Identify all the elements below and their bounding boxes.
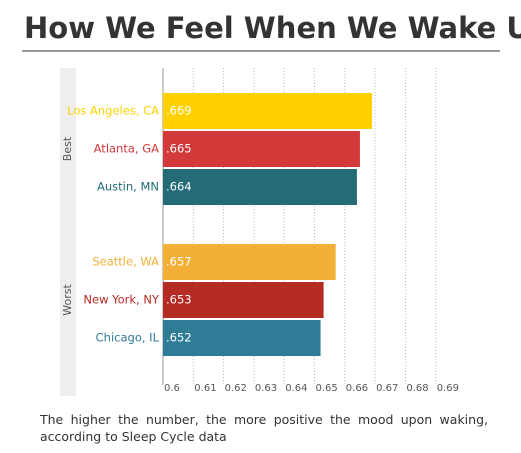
bar <box>163 93 373 129</box>
x-tick-label: 0.6 <box>164 383 180 394</box>
value-label: .657 <box>166 255 192 269</box>
chart-title: How We Feel When We Wake Up <box>24 11 521 45</box>
group-label: Best <box>61 136 74 161</box>
bar <box>163 320 321 356</box>
value-label: .652 <box>166 331 192 345</box>
x-tick-label: 0.61 <box>194 383 216 394</box>
value-label: .653 <box>166 293 192 307</box>
value-label: .665 <box>166 142 192 156</box>
x-tick-label: 0.68 <box>406 383 428 394</box>
x-tick-label: 0.69 <box>437 383 459 394</box>
category-label: Los Angeles, CA <box>67 104 159 118</box>
caption: The higher the number, the more positive… <box>40 412 488 444</box>
category-label: Seattle, WA <box>92 255 159 269</box>
x-tick-label: 0.62 <box>225 383 247 394</box>
group-band <box>60 68 76 396</box>
category-label: Austin, MN <box>97 180 159 194</box>
bar <box>163 131 360 167</box>
bar <box>163 244 336 280</box>
category-label: Atlanta, GA <box>94 142 159 156</box>
x-tick-label: 0.67 <box>376 383 398 394</box>
value-label: .669 <box>166 104 192 118</box>
x-tick-label: 0.64 <box>285 383 307 394</box>
bar <box>163 282 324 318</box>
x-tick-label: 0.66 <box>346 383 368 394</box>
bar <box>163 169 357 205</box>
x-tick-label: 0.63 <box>255 383 277 394</box>
group-label: Worst <box>61 284 74 316</box>
category-label: Chicago, IL <box>96 331 160 345</box>
value-label: .664 <box>166 180 192 194</box>
category-label: New York, NY <box>83 293 160 307</box>
chart: How We Feel When We Wake Up 0.6 0.61 0.62 0… <box>22 11 521 396</box>
x-tick-label: 0.65 <box>316 383 338 394</box>
